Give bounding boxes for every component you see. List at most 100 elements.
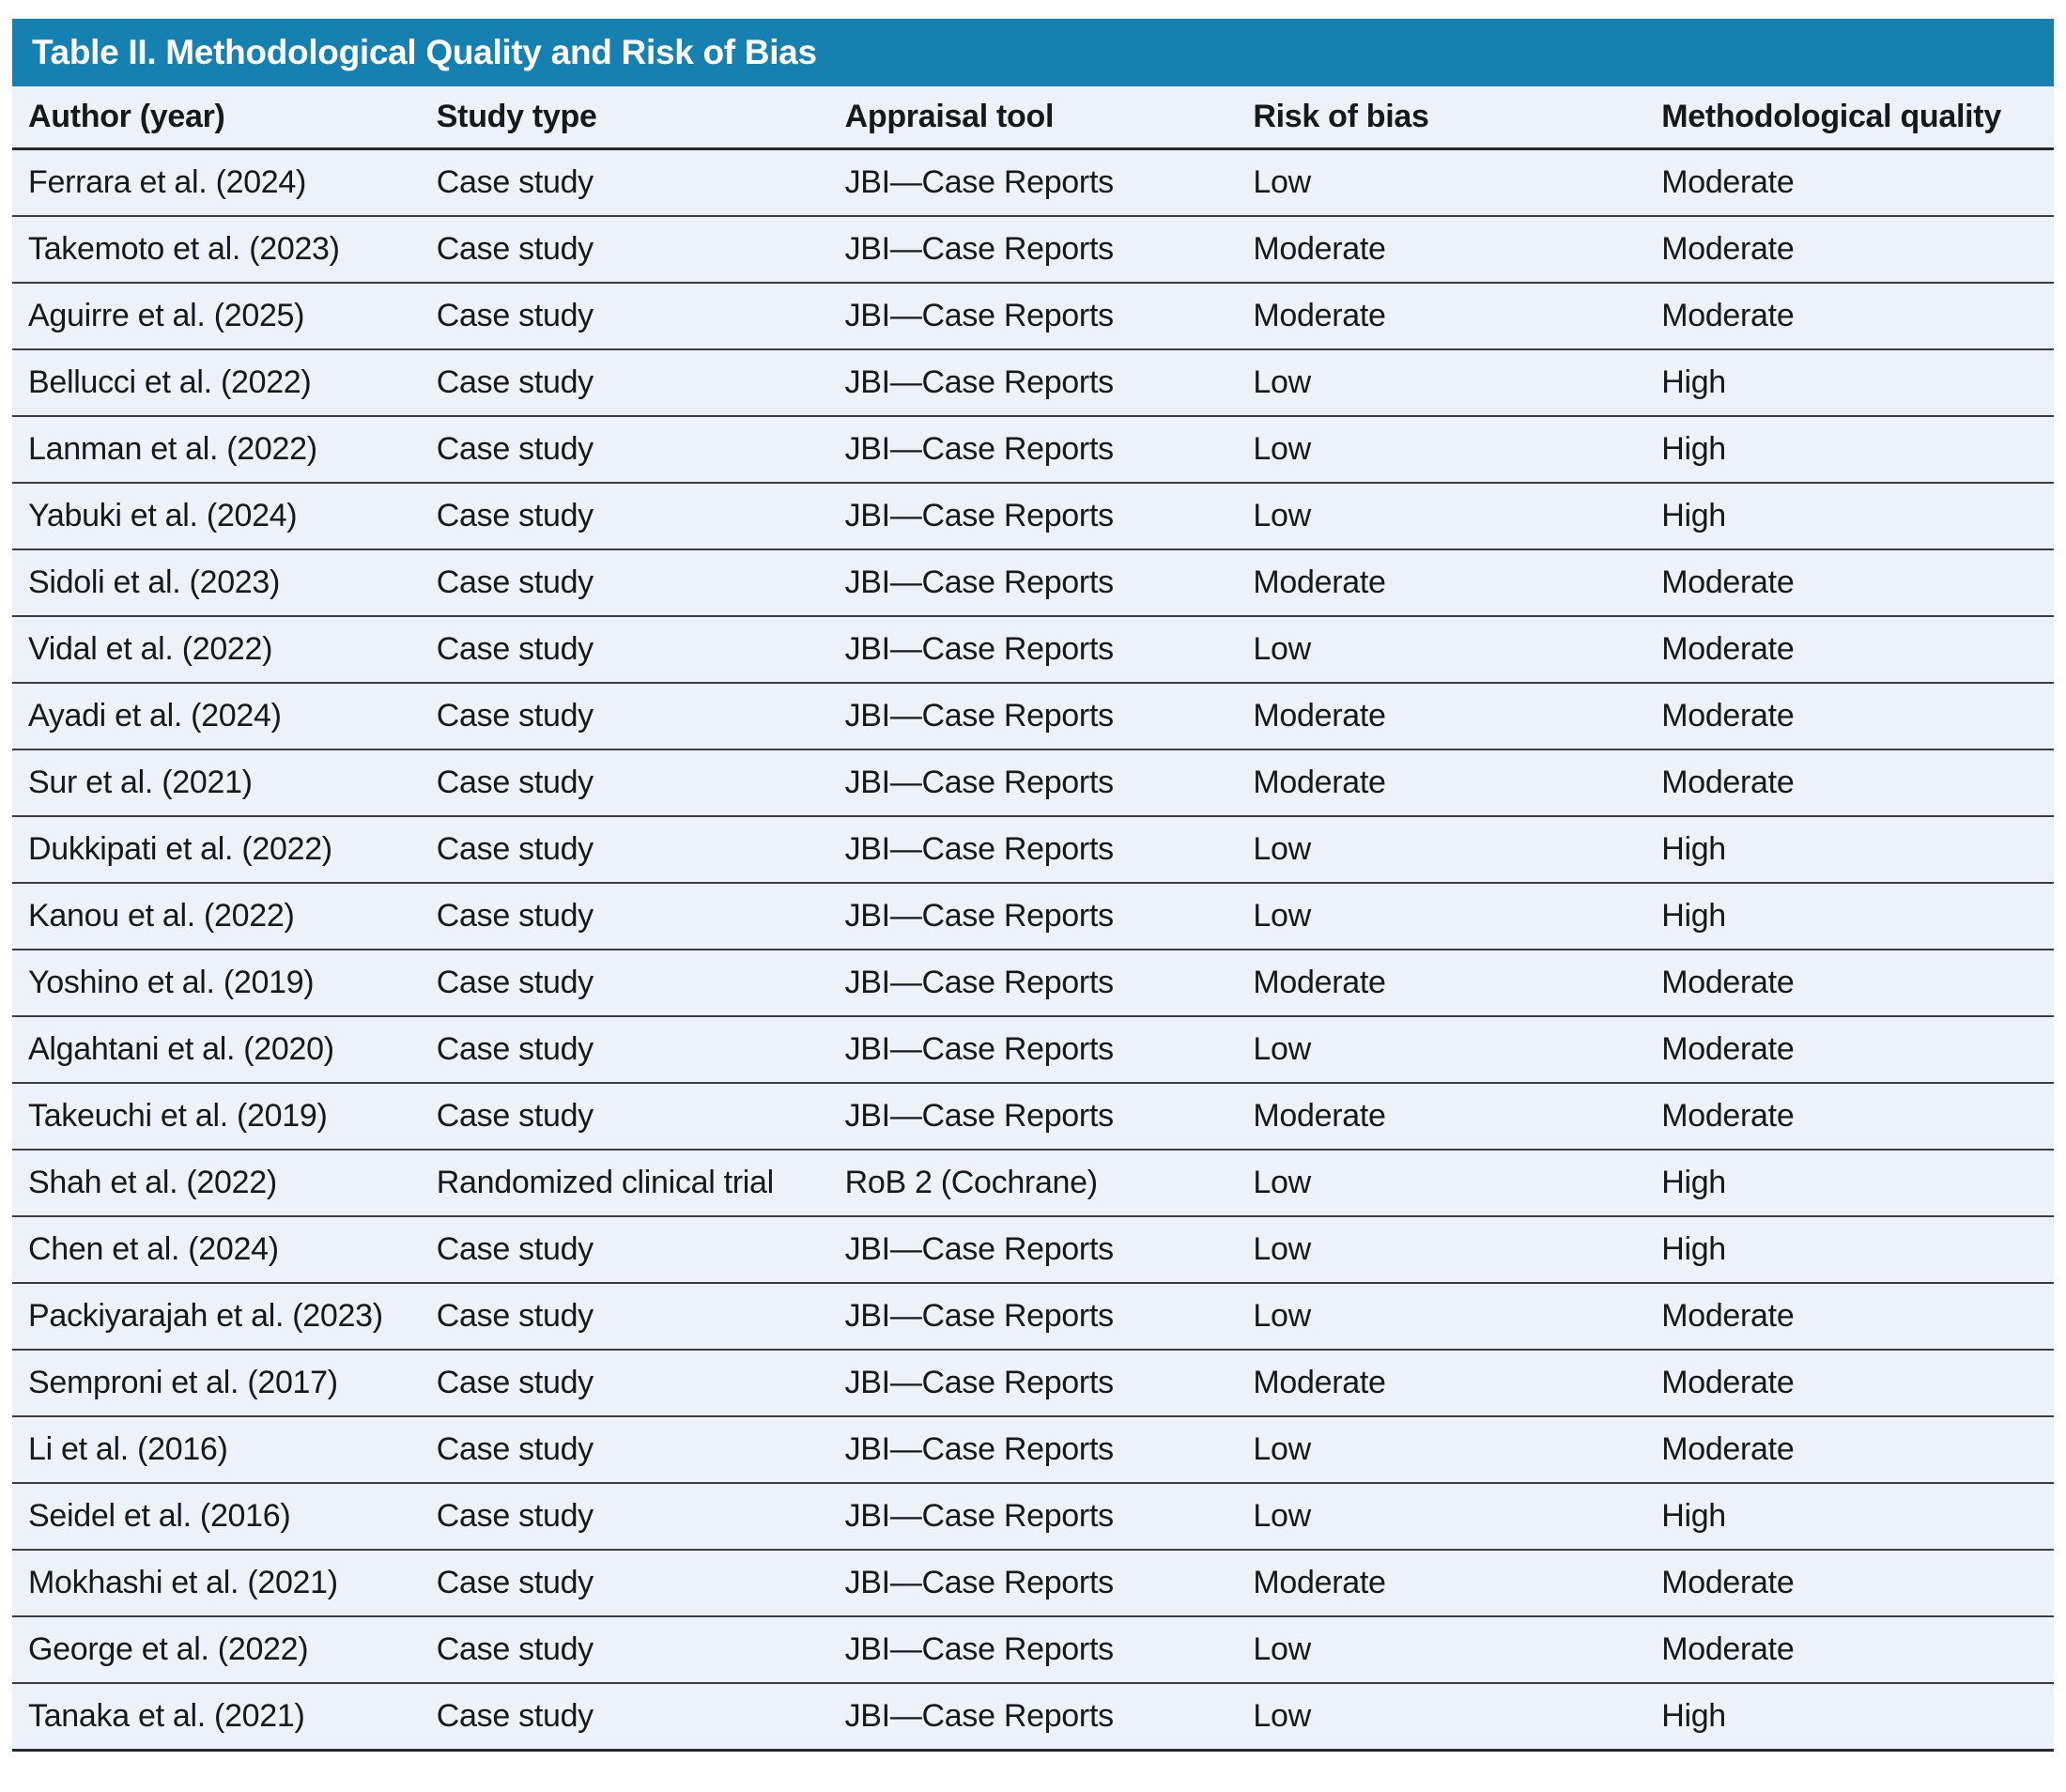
- cell-appraisal-tool: JBI—Case Reports: [828, 1415, 1238, 1483]
- cell-methodological-quality: High: [1645, 348, 2054, 416]
- cell-appraisal-tool: JBI—Case Reports: [828, 1215, 1238, 1283]
- table-row: Sidoli et al. (2023) Case study JBI—Case R…: [12, 548, 2054, 616]
- cell-methodological-quality: Moderate: [1645, 282, 2054, 349]
- cell-risk-of-bias: Moderate: [1237, 749, 1646, 816]
- cell-risk-of-bias: Low: [1237, 415, 1646, 483]
- column-header-methodological-quality: Methodological quality: [1645, 86, 2054, 150]
- cell-appraisal-tool: JBI—Case Reports: [828, 1282, 1238, 1350]
- cell-appraisal-tool: JBI—Case Reports: [828, 1349, 1238, 1416]
- cell-study-type: Case study: [420, 1415, 829, 1483]
- cell-author-year: Sur et al. (2021): [12, 749, 421, 816]
- cell-risk-of-bias: Low: [1237, 1482, 1646, 1550]
- table-row: Yabuki et al. (2024) Case study JBI—Case R…: [12, 482, 2054, 549]
- cell-author-year: George et al. (2022): [12, 1615, 421, 1683]
- header-row: Author (year) Study type Appraisal tool Ris…: [12, 86, 2054, 150]
- cell-risk-of-bias: Low: [1237, 1615, 1646, 1683]
- cell-appraisal-tool: JBI—Case Reports: [828, 548, 1238, 616]
- table-row: Algahtani et al. (2020) Case study JBI—Cas…: [12, 1015, 2054, 1083]
- cell-appraisal-tool: JBI—Case Reports: [828, 1082, 1238, 1150]
- cell-appraisal-tool: JBI—Case Reports: [828, 348, 1238, 416]
- cell-methodological-quality: Moderate: [1645, 682, 2054, 749]
- cell-risk-of-bias: Low: [1237, 1215, 1646, 1283]
- table-row: Dukkipati et al. (2022) Case study JBI—Cas…: [12, 815, 2054, 883]
- table-figure: Table II. Methodological Quality and Ris…: [12, 19, 2054, 1752]
- cell-study-type: Case study: [420, 415, 829, 483]
- cell-methodological-quality: Moderate: [1645, 1282, 2054, 1350]
- cell-appraisal-tool: JBI—Case Reports: [828, 1549, 1238, 1616]
- cell-study-type: Case study: [420, 1349, 829, 1416]
- table-row: Takeuchi et al. (2019) Case study JBI—Case…: [12, 1082, 2054, 1150]
- cell-author-year: Chen et al. (2024): [12, 1215, 421, 1283]
- cell-appraisal-tool: JBI—Case Reports: [828, 815, 1238, 883]
- cell-risk-of-bias: Low: [1237, 1015, 1646, 1083]
- cell-author-year: Shah et al. (2022): [12, 1149, 421, 1216]
- table-body: Ferrara et al. (2024) Case study JBI—Case …: [12, 149, 2054, 1752]
- table-row: Aguirre et al. (2025) Case study JBI—Case …: [12, 282, 2054, 349]
- table-title-bar: Table II. Methodological Quality and Ris…: [12, 19, 2054, 86]
- cell-author-year: Takemoto et al. (2023): [12, 215, 421, 283]
- cell-author-year: Dukkipati et al. (2022): [12, 815, 421, 883]
- cell-appraisal-tool: JBI—Case Reports: [828, 215, 1238, 283]
- cell-risk-of-bias: Moderate: [1237, 682, 1646, 749]
- cell-study-type: Case study: [420, 1282, 829, 1350]
- table-row: Kanou et al. (2022) Case study JBI—Case Re…: [12, 882, 2054, 950]
- cell-study-type: Case study: [420, 1015, 829, 1083]
- cell-study-type: Case study: [420, 815, 829, 883]
- cell-study-type: Case study: [420, 615, 829, 683]
- table-row: Chen et al. (2024) Case study JBI—Case Rep…: [12, 1215, 2054, 1283]
- cell-methodological-quality: High: [1645, 415, 2054, 483]
- cell-risk-of-bias: Low: [1253, 164, 1311, 200]
- cell-study-type: Case study: [420, 1215, 829, 1283]
- cell-author-year: Yoshino et al. (2019): [12, 949, 421, 1016]
- cell-study-type: Case study: [420, 215, 829, 283]
- cell-risk-of-bias: Low: [1237, 1149, 1646, 1216]
- cell-author-year: Li et al. (2016): [12, 1415, 421, 1483]
- cell-methodological-quality: Moderate: [1645, 1415, 2054, 1483]
- cell-appraisal-tool: JBI—Case Reports: [828, 1682, 1238, 1752]
- cell-methodological-quality: Moderate: [1645, 215, 2054, 283]
- cell-study-type: Randomized clinical trial: [420, 1149, 829, 1216]
- cell-appraisal-tool: JBI—Case Reports: [828, 1482, 1238, 1550]
- cell-author-year: Tanaka et al. (2021): [12, 1682, 421, 1752]
- cell-methodological-quality: Moderate: [1645, 1549, 2054, 1616]
- table-row: Tanaka et al. (2021) Case study JBI—Case R…: [12, 1682, 2054, 1752]
- cell-author-year: Vidal et al. (2022): [12, 615, 421, 683]
- cell-author-year: Packiyarajah et al. (2023): [12, 1282, 421, 1350]
- cell-risk-of-bias: Moderate: [1237, 282, 1646, 349]
- cell-study-type: Case study: [420, 949, 829, 1016]
- cell-author-year: Lanman et al. (2022): [12, 415, 421, 483]
- cell-author-year: Kanou et al. (2022): [12, 882, 421, 950]
- table-row: Semproni et al. (2017) Case study JBI—Case…: [12, 1349, 2054, 1416]
- cell-methodological-quality: Moderate: [1645, 1015, 2054, 1083]
- cell-risk-of-bias: Moderate: [1237, 215, 1646, 283]
- cell-appraisal-tool: JBI—Case Reports: [828, 949, 1238, 1016]
- cell-appraisal-tool: JBI—Case Reports: [828, 615, 1238, 683]
- cell-author-year: Ayadi et al. (2024): [12, 682, 421, 749]
- cell-risk-of-bias: Low: [1237, 482, 1646, 549]
- cell-author-year: Bellucci et al. (2022): [12, 348, 421, 416]
- cell-study-type: Case study: [420, 1615, 829, 1683]
- column-header-risk-of-bias: Risk of bias: [1237, 86, 1646, 150]
- column-header-author-year: Author (year): [12, 86, 421, 150]
- table-row: Ferrara et al. (2024) Case study JBI—Case …: [12, 149, 2054, 217]
- cell-methodological-quality: Moderate: [1645, 1349, 2054, 1416]
- cell-risk-of-bias: Low: [1237, 1682, 1646, 1752]
- table-row: Seidel et al. (2016) Case study JBI—Case R…: [12, 1482, 2054, 1550]
- cell-study-type: Case study: [436, 164, 594, 200]
- cell-author-year: Aguirre et al. (2025): [12, 282, 421, 349]
- cell-risk-of-bias: Low: [1237, 615, 1646, 683]
- cell-author-year: Takeuchi et al. (2019): [12, 1082, 421, 1150]
- cell-methodological-quality: Moderate: [1645, 749, 2054, 816]
- cell-author-year: Sidoli et al. (2023): [12, 548, 421, 616]
- table-row: Mokhashi et al. (2021) Case study JBI—Case…: [12, 1549, 2054, 1616]
- cell-author-year: Ferrara et al. (2024): [28, 164, 307, 200]
- cell-methodological-quality: High: [1645, 1215, 2054, 1283]
- cell-methodological-quality: High: [1645, 882, 2054, 950]
- cell-risk-of-bias: Low: [1237, 1282, 1646, 1350]
- cell-methodological-quality: Moderate: [1645, 548, 2054, 616]
- cell-author-year: Mokhashi et al. (2021): [12, 1549, 421, 1616]
- cell-study-type: Case study: [420, 282, 829, 349]
- table-row: Sur et al. (2021) Case study JBI—Case Repo…: [12, 749, 2054, 816]
- cell-appraisal-tool: JBI—Case Reports: [828, 282, 1238, 349]
- cell-study-type: Case study: [420, 1549, 829, 1616]
